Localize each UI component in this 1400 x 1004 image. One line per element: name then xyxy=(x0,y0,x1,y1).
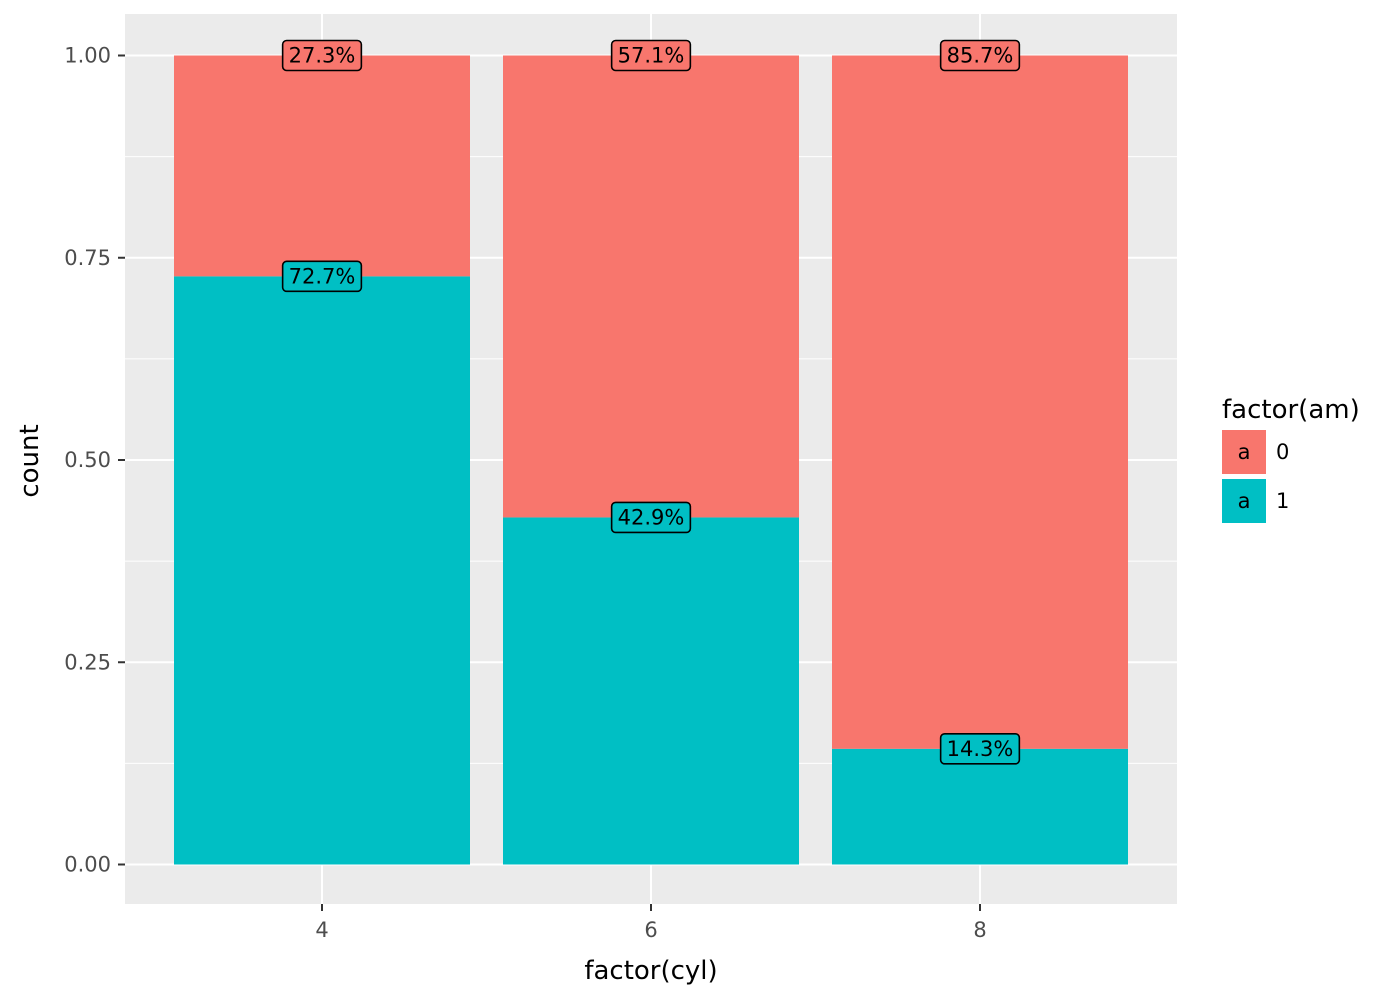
bar-segment xyxy=(832,55,1128,749)
data-label: 14.3% xyxy=(939,733,1021,765)
data-label-text: 14.3% xyxy=(947,737,1014,761)
data-label: 27.3% xyxy=(281,39,363,72)
legend-label: 0 xyxy=(1276,440,1289,464)
legend-label: 1 xyxy=(1276,489,1289,513)
data-label-box xyxy=(939,39,1021,72)
x-axis: 4 6 8 xyxy=(315,904,987,942)
x-axis-title: factor(cyl) xyxy=(584,956,717,986)
legend-key-glyph: a xyxy=(1238,489,1251,513)
y-axis-title: count xyxy=(15,424,45,497)
bar-segment xyxy=(174,276,470,865)
y-tick-label: 0.75 xyxy=(64,246,111,270)
legend-key-glyph: a xyxy=(1238,440,1251,464)
legend-key xyxy=(1222,479,1266,523)
data-label-text: 72.7% xyxy=(289,264,356,288)
data-label: 85.7% xyxy=(939,39,1021,72)
x-tick-label: 6 xyxy=(644,918,657,942)
data-label-box xyxy=(610,501,692,534)
y-axis: 0.00 0.25 0.50 0.75 1.00 xyxy=(64,44,125,877)
data-label-text: 85.7% xyxy=(947,44,1014,68)
x-tick-label: 4 xyxy=(315,918,328,942)
bar-segment xyxy=(503,517,799,865)
y-tick-label: 0.25 xyxy=(64,650,111,674)
bar-segment xyxy=(503,55,799,518)
data-label-box xyxy=(610,39,692,72)
legend-title: factor(am) xyxy=(1222,395,1360,425)
bar-segment xyxy=(832,748,1128,865)
y-tick-label: 0.00 xyxy=(64,853,111,877)
y-tick-label: 1.00 xyxy=(64,44,111,68)
data-label: 42.9% xyxy=(610,501,692,534)
legend-entries: a 0a 1 xyxy=(1222,430,1289,523)
bars xyxy=(174,55,1128,865)
data-label-text: 27.3% xyxy=(289,44,356,68)
data-label: 72.7% xyxy=(281,260,363,293)
bar-segment xyxy=(174,55,470,277)
data-label: 57.1% xyxy=(610,39,692,72)
data-label-text: 57.1% xyxy=(618,44,685,68)
data-label-text: 42.9% xyxy=(618,505,685,529)
legend-key xyxy=(1222,430,1266,474)
x-tick-label: 8 xyxy=(973,918,986,942)
y-tick-label: 0.50 xyxy=(64,448,111,472)
data-label-box xyxy=(939,733,1021,765)
data-label-box xyxy=(281,260,363,293)
data-labels: 72.7% 42.9% 14.3% 27.3% 57.1% 85.7% xyxy=(281,39,1021,765)
legend: factor(am) a 0a 1 xyxy=(1222,395,1360,523)
data-label-box xyxy=(281,39,363,72)
